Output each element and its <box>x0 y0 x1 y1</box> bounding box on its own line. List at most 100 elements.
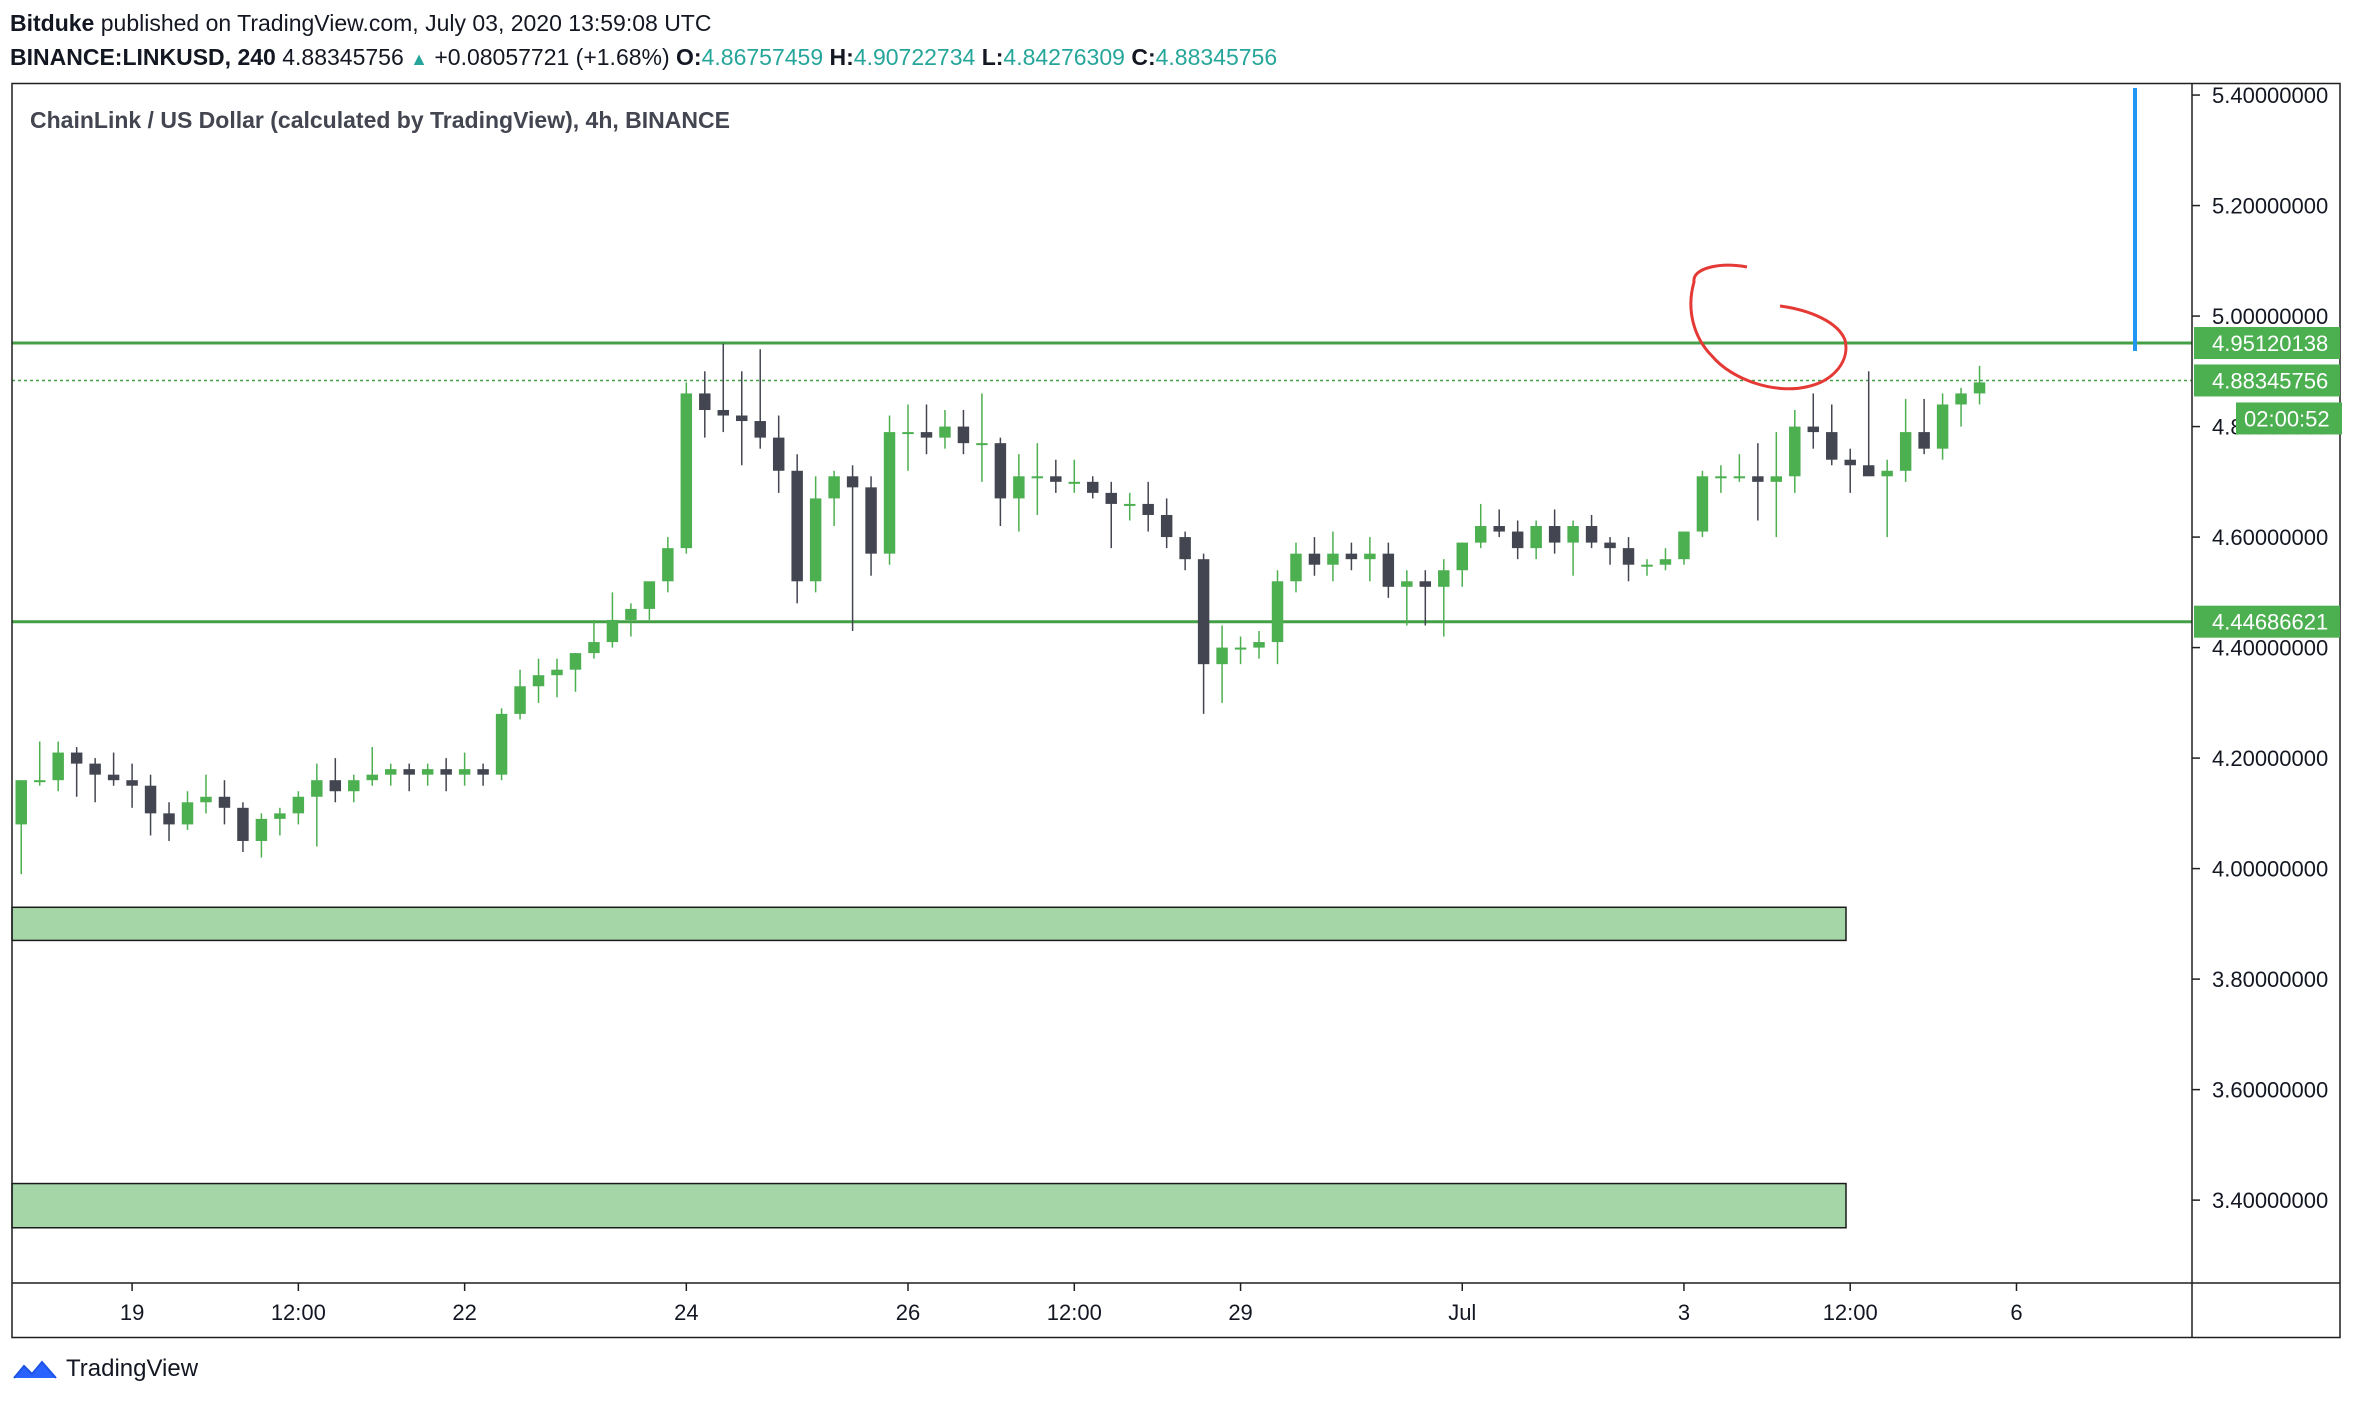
bullish-candle <box>1364 553 1376 560</box>
bearish-candle <box>403 769 415 775</box>
red-circle-annotation <box>1689 263 1848 391</box>
close-label: C: <box>1131 44 1156 70</box>
bearish-candle <box>1345 553 1358 560</box>
bullish-candle <box>292 796 305 814</box>
bearish-candle <box>772 437 785 471</box>
last-price: 4.88345756 <box>282 44 404 70</box>
time-axis[interactable]: 19 12:00 22 24 26 12:00 29 Jul 3 12:00 6 <box>120 1283 2023 1325</box>
time-tick-label: Jul <box>1448 1300 1476 1325</box>
bearish-candle <box>477 769 489 775</box>
chart-border <box>11 82 2341 1339</box>
time-tick-label: 29 <box>1228 1300 1252 1325</box>
bearish-candle <box>1160 514 1173 538</box>
bullish-candle <box>1123 503 1136 506</box>
bearish-candle <box>1826 432 1838 460</box>
price-change: +0.08057721 (+1.68%) <box>434 44 670 70</box>
bullish-candle <box>902 432 914 435</box>
bullish-candle <box>1789 426 1801 477</box>
bullish-candle <box>1641 564 1653 567</box>
bullish-candle <box>1936 404 1949 449</box>
bearish-candle <box>218 796 231 808</box>
bullish-candle <box>255 818 268 841</box>
bullish-candle <box>1438 570 1450 587</box>
bullish-candle <box>15 780 27 825</box>
support-zone <box>11 1182 1847 1229</box>
bearish-candle <box>1604 542 1616 549</box>
bullish-candle <box>33 780 46 783</box>
price-tag <box>2194 605 2340 638</box>
bullish-candle <box>1456 542 1468 571</box>
countdown-label: 02:00:52 <box>2244 406 2330 431</box>
publish-line: Bitduke published on TradingView.com, Ju… <box>10 6 2350 40</box>
bullish-candle <box>680 393 693 549</box>
bullish-candle <box>1530 526 1542 549</box>
bullish-candle <box>385 769 397 775</box>
time-tick-label: 24 <box>674 1300 698 1325</box>
bullish-candle <box>1567 526 1579 543</box>
bullish-candle <box>366 774 378 781</box>
chart-header: Bitduke published on TradingView.com, Ju… <box>10 6 2350 76</box>
bearish-candle <box>1105 492 1117 504</box>
publish-info: published on TradingView.com, July 03, 2… <box>100 10 712 36</box>
bearish-candle <box>89 763 101 775</box>
bearish-candle <box>237 807 249 841</box>
bullish-candle <box>1475 526 1487 543</box>
high-label: H: <box>829 44 854 70</box>
candles <box>15 343 1986 875</box>
bullish-candle <box>1770 476 1783 482</box>
bearish-candle <box>329 780 342 792</box>
price-tick-label: 3.40000000 <box>2212 1188 2328 1213</box>
up-arrow-icon: ▲ <box>410 49 428 69</box>
price-axis[interactable]: 5.400000005.200000005.000000004.80000000… <box>2192 83 2342 1213</box>
bearish-candle <box>1179 537 1191 560</box>
bullish-candle <box>588 642 600 654</box>
price-tick-label: 4.00000000 <box>2212 857 2328 882</box>
support-zone <box>11 906 1847 942</box>
price-tick-label: 5.40000000 <box>2212 83 2328 108</box>
bullish-candle <box>311 780 323 797</box>
bullish-candle <box>1271 581 1284 643</box>
price-tick-label: 3.60000000 <box>2212 1078 2328 1103</box>
bullish-candle <box>514 686 526 714</box>
price-tag-label: 4.44686621 <box>2212 610 2328 635</box>
bullish-candle <box>662 548 674 582</box>
bullish-candle <box>1216 647 1228 665</box>
price-tick-label: 5.00000000 <box>2212 304 2328 329</box>
chart-title: ChainLink / US Dollar (calculated by Tra… <box>30 107 730 133</box>
tradingview-footer[interactable]: TradingView <box>12 1355 198 1383</box>
bullish-candle <box>200 796 212 803</box>
bullish-candle <box>1031 476 1044 479</box>
author-name[interactable]: Bitduke <box>10 10 95 36</box>
bullish-candle <box>458 769 471 775</box>
price-tag-label: 4.95120138 <box>2212 331 2328 356</box>
price-tick-label: 4.40000000 <box>2212 636 2328 661</box>
time-tick-label: 6 <box>2010 1300 2022 1325</box>
bearish-candle <box>1511 531 1524 549</box>
ohlc-line: BINANCE:LINKUSD, 240 4.88345756 ▲ +0.080… <box>10 40 2350 76</box>
bearish-candle <box>1308 553 1321 565</box>
bullish-candle <box>1401 581 1413 587</box>
bullish-candle <box>1973 382 1986 394</box>
bullish-candle <box>828 476 840 499</box>
low-label: L: <box>981 44 1004 70</box>
tradingview-logo-icon <box>13 1360 57 1379</box>
bearish-candle <box>717 409 729 416</box>
bearish-candle <box>1419 581 1432 587</box>
bearish-candle <box>1622 548 1635 565</box>
bearish-candle <box>736 415 748 422</box>
time-tick-label: 26 <box>896 1300 920 1325</box>
tradingview-brand: TradingView <box>66 1355 199 1382</box>
bullish-candle <box>606 619 619 643</box>
bearish-candle <box>1087 481 1099 493</box>
time-tick-label: 22 <box>452 1300 476 1325</box>
price-tick-label: 5.20000000 <box>2212 194 2328 219</box>
time-tick-label: 12:00 <box>1823 1300 1878 1325</box>
bullish-candle <box>569 653 582 670</box>
bearish-candle <box>107 774 120 781</box>
bearish-candle <box>1752 476 1764 482</box>
bearish-candle <box>1585 526 1598 543</box>
bullish-candle <box>1678 531 1690 560</box>
bearish-candle <box>699 393 711 410</box>
bearish-candle <box>1382 553 1395 587</box>
